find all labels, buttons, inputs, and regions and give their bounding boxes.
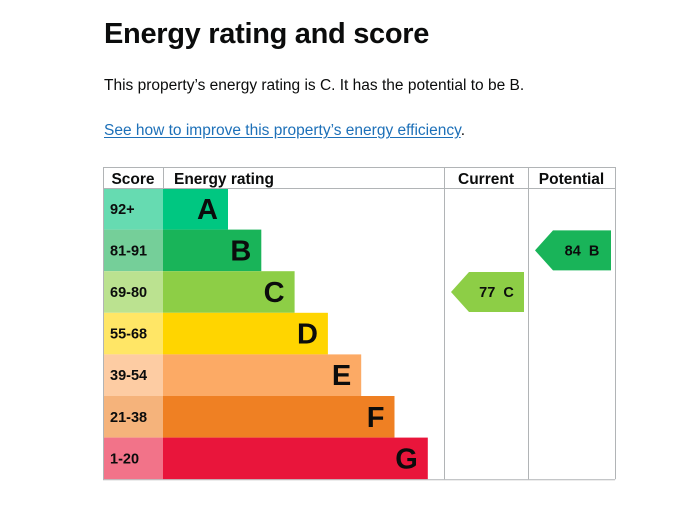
rating-bar-e — [163, 354, 362, 396]
rating-bar-f — [163, 396, 395, 438]
current-rating-label: 77 C — [479, 285, 514, 301]
score-cell-e — [103, 354, 163, 396]
score-range-e: 39-54 — [110, 368, 147, 384]
rating-letter-b: B — [230, 235, 251, 267]
header-energy-rating: Energy rating — [174, 171, 274, 188]
rating-bar-a — [163, 188, 228, 230]
header-score: Score — [111, 171, 154, 188]
score-range-b: 81-91 — [110, 243, 147, 259]
score-cell-d — [103, 312, 163, 355]
improve-link-line: See how to improve this property’s energ… — [104, 121, 465, 141]
rating-letter-e: E — [332, 360, 351, 392]
score-cell-b — [103, 229, 163, 272]
score-cell-c — [103, 271, 163, 313]
score-range-f: 21-38 — [110, 410, 147, 426]
score-cell-g — [103, 437, 163, 480]
rating-letter-a: A — [197, 194, 218, 226]
rating-description: This property’s energy rating is C. It h… — [104, 77, 525, 94]
score-range-g: 1-20 — [110, 451, 139, 467]
score-range-d: 55-68 — [110, 327, 147, 343]
rating-bar-b — [163, 229, 262, 272]
score-range-c: 69-80 — [110, 285, 147, 301]
score-cell-a — [103, 188, 163, 230]
rating-bar-d — [163, 312, 328, 355]
rating-letter-f: F — [367, 402, 385, 434]
rating-letter-c: C — [264, 277, 285, 309]
page-title: Energy rating and score — [104, 18, 430, 50]
rating-letter-g: G — [395, 443, 418, 475]
rating-letter-d: D — [297, 319, 318, 351]
improve-efficiency-link[interactable]: See how to improve this property’s energ… — [104, 122, 461, 139]
header-current: Current — [458, 171, 514, 188]
rating-bar-c — [163, 271, 295, 313]
potential-rating-arrow — [535, 230, 611, 271]
current-rating-arrow — [451, 272, 524, 312]
score-cell-f — [103, 396, 163, 438]
link-suffix: . — [460, 122, 465, 139]
potential-rating-label: 84 B — [565, 243, 600, 259]
rating-bar-g — [163, 437, 428, 480]
header-potential: Potential — [539, 171, 604, 188]
score-range-a: 92+ — [110, 202, 135, 218]
